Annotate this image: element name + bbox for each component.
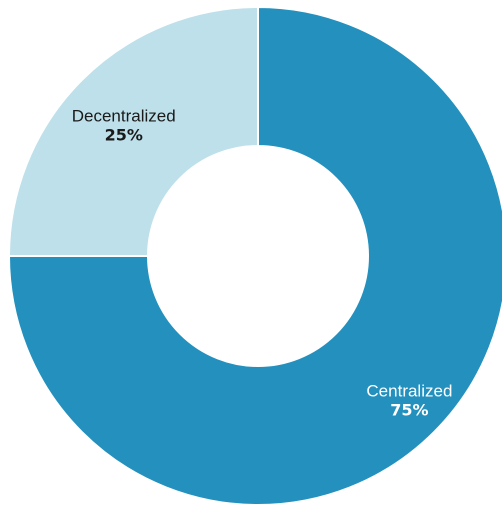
donut-slices — [7, 5, 502, 505]
slice-label-centralized: Centralized — [366, 381, 452, 400]
slice-decentralized — [7, 5, 259, 257]
slice-value-centralized: 75% — [390, 400, 428, 419]
slice-centralized — [7, 5, 502, 505]
slice-value-decentralized: 25% — [105, 126, 143, 145]
slice-label-decentralized: Decentralized — [72, 107, 176, 126]
